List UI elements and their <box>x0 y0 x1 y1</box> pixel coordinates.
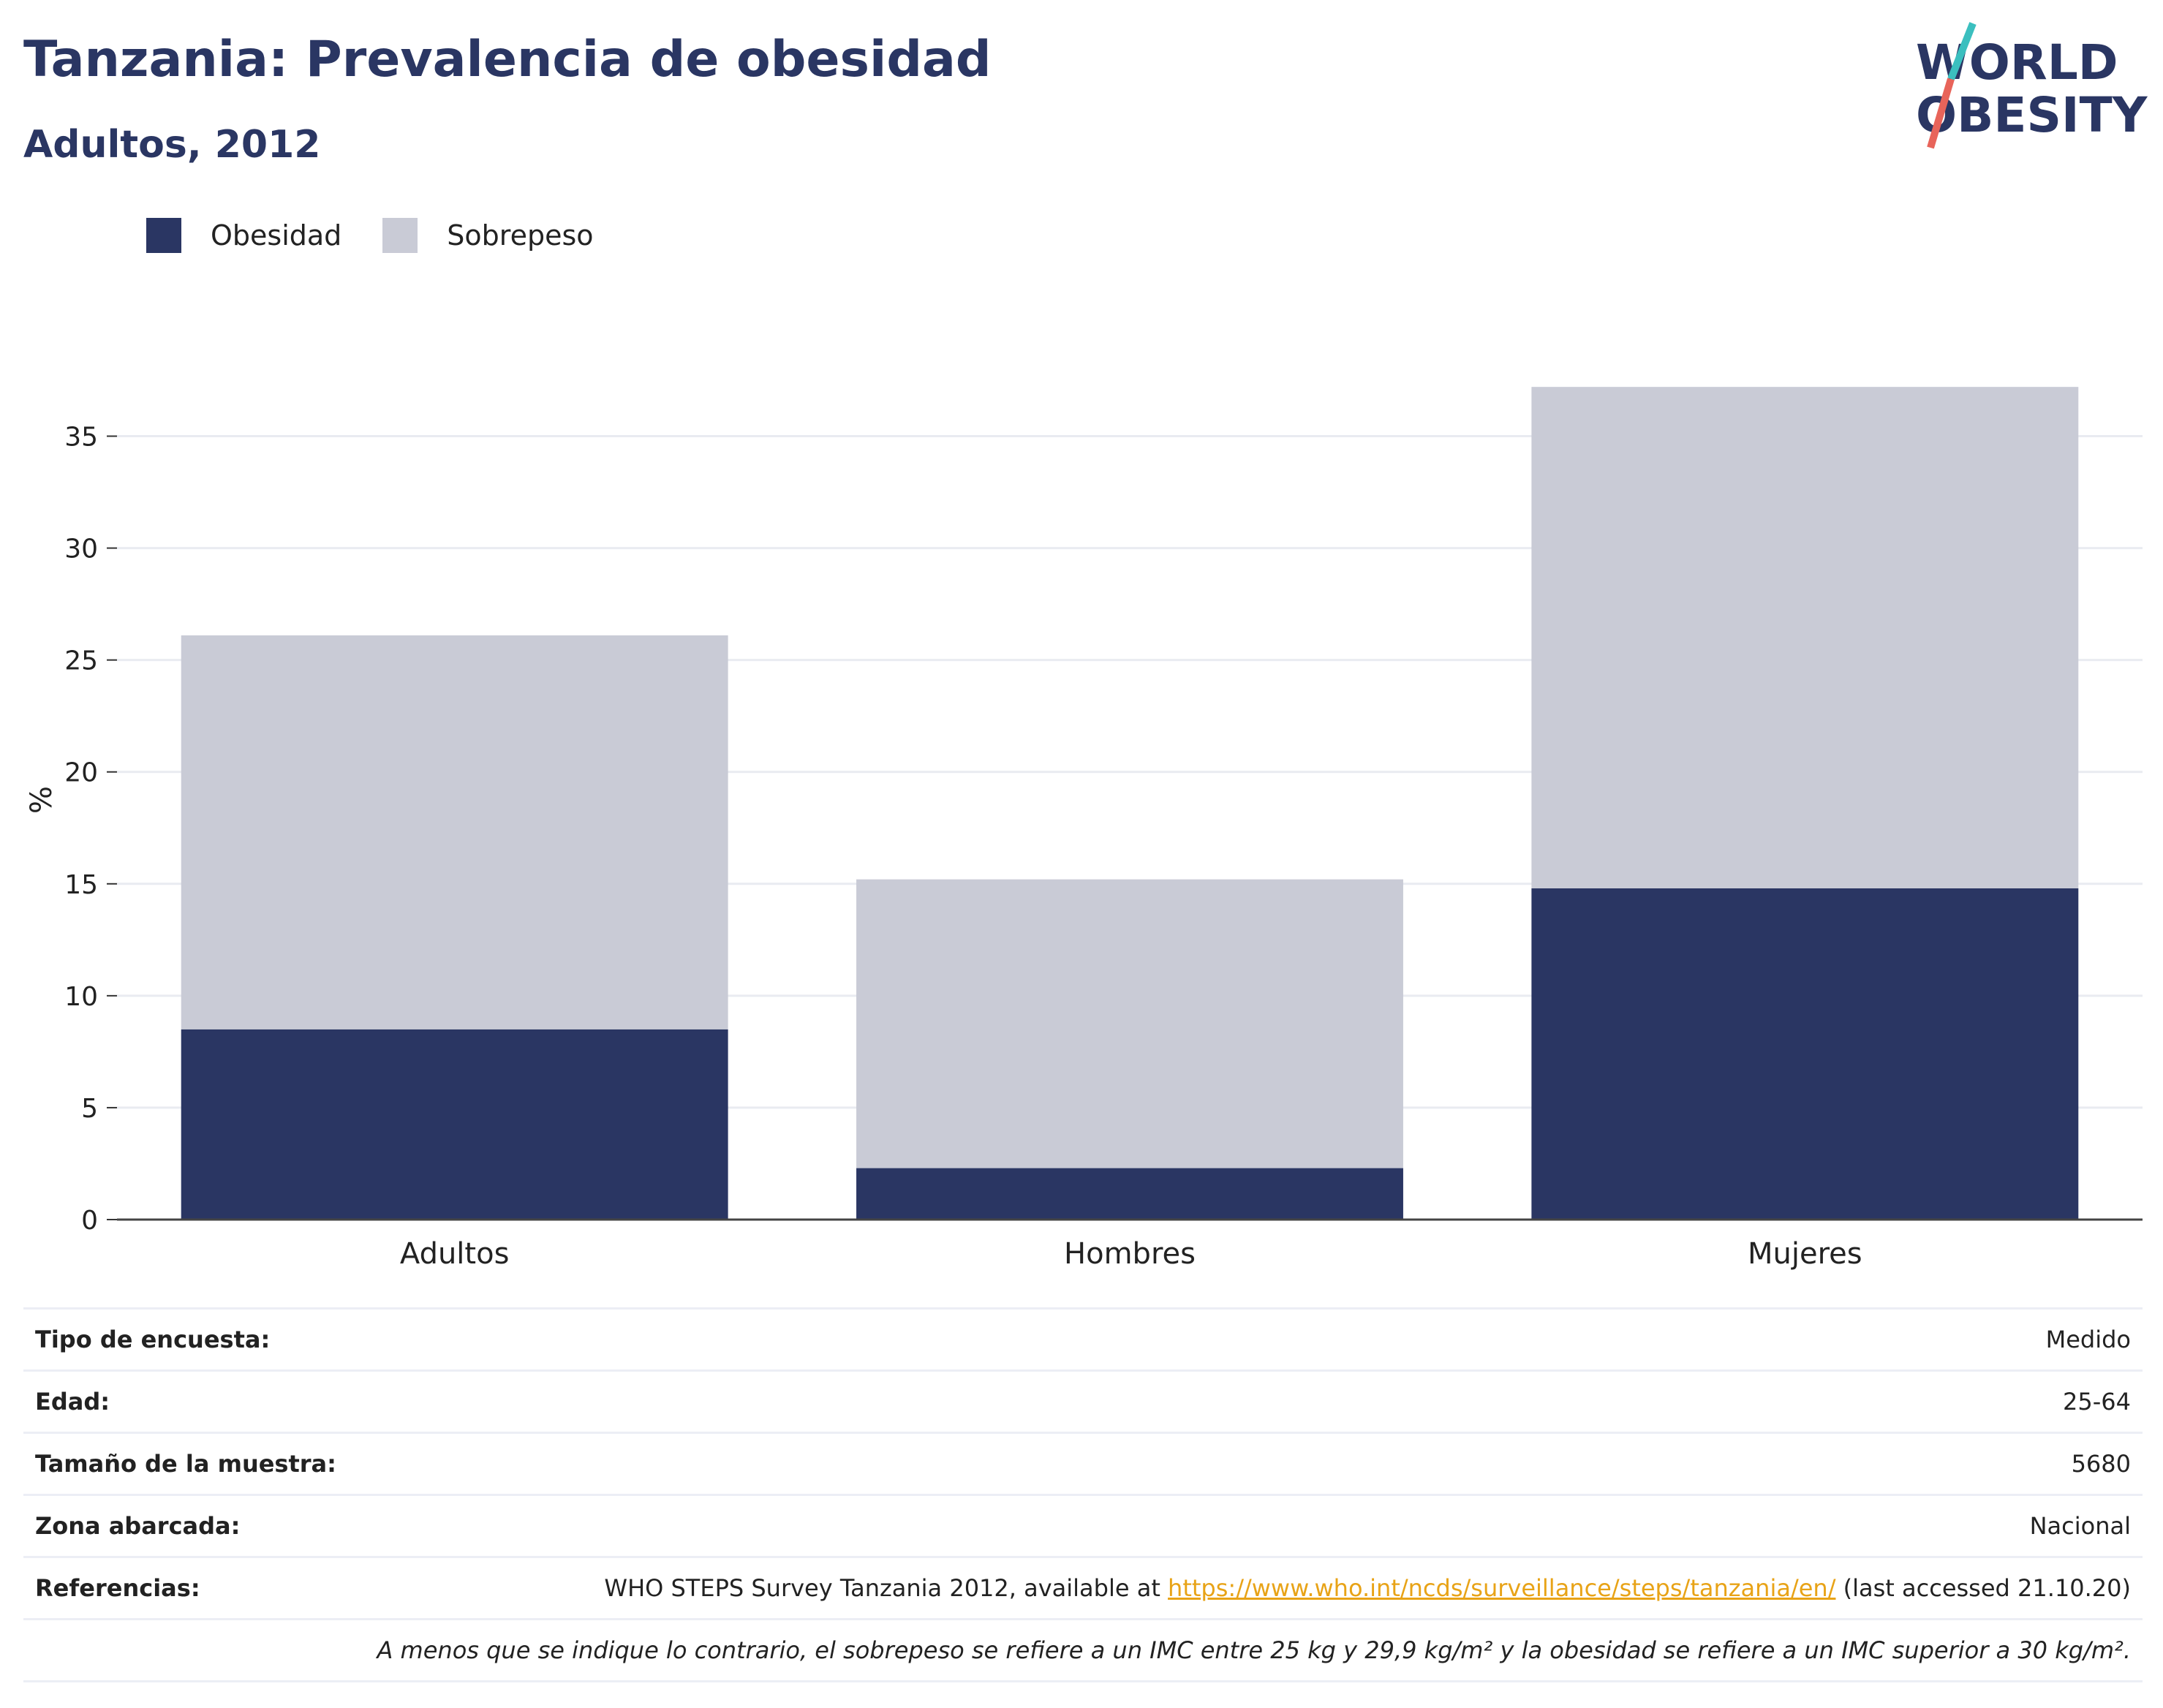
reference-link[interactable]: https://www.who.int/ncds/surveillance/st… <box>1168 1574 1836 1602</box>
bar-sobrepeso-mujeres <box>1531 387 2079 888</box>
legend-label-sobrepeso: Sobrepeso <box>447 219 594 252</box>
info-row-tipo: Tipo de encuesta: Medido <box>23 1307 2143 1369</box>
y-tick-label: 5 <box>81 1094 98 1124</box>
legend-item-obesidad[interactable]: Obesidad <box>146 218 341 253</box>
page-title: Tanzania: Prevalencia de obesidad <box>23 31 992 88</box>
y-axis-label: % <box>25 786 58 814</box>
y-tick-label: 30 <box>64 534 98 564</box>
x-tick-label: Hombres <box>1064 1237 1196 1271</box>
info-key: Edad: <box>35 1388 110 1416</box>
stacked-bar-chart: 0 5 10 15 20 25 30 35% Adultos Hombres Mujeres <box>25 387 2143 1271</box>
info-key: Tamaño de la muestra: <box>35 1450 336 1478</box>
y-tick-label: 15 <box>64 870 98 900</box>
reference-text: WHO STEPS Survey Tanzania 2012, availabl… <box>604 1574 1169 1602</box>
y-tick-label: 0 <box>81 1206 98 1236</box>
info-value: 25-64 <box>2063 1388 2131 1416</box>
y-tick-label: 25 <box>64 646 98 676</box>
bar-obesidad-mujeres <box>1531 888 2079 1220</box>
info-value: 5680 <box>2071 1450 2131 1478</box>
info-row-edad: Edad: 25-64 <box>23 1369 2143 1432</box>
info-value: WHO STEPS Survey Tanzania 2012, availabl… <box>604 1574 2131 1602</box>
legend-swatch-obesidad <box>146 218 181 253</box>
info-row-referencias: Referencias: WHO STEPS Survey Tanzania 2… <box>23 1556 2143 1618</box>
legend-label-obesidad: Obesidad <box>211 219 342 252</box>
page-subtitle: Adultos, 2012 <box>23 123 321 167</box>
definition-note: A menos que se indique lo contrario, el … <box>23 1618 2143 1682</box>
logo-slash-red <box>1927 78 1955 149</box>
logo-slash-teal <box>1947 22 1977 80</box>
y-tick-label: 10 <box>64 982 98 1012</box>
reference-accessed: (last accessed 21.10.20) <box>1835 1574 2131 1602</box>
info-key: Referencias: <box>35 1574 200 1602</box>
bar-obesidad-adultos <box>181 1029 728 1220</box>
logo-line2: OBESITY <box>1916 87 2148 143</box>
bar-sobrepeso-hombres <box>856 879 1403 1168</box>
bar-sobrepeso-adultos <box>181 635 728 1029</box>
survey-info-table: Tipo de encuesta: Medido Edad: 25-64 Tam… <box>23 1307 2143 1682</box>
chart-legend: Obesidad Sobrepeso <box>146 218 635 253</box>
y-tick-label: 20 <box>64 758 98 788</box>
world-obesity-logo: WORLD OBESITY <box>1916 22 2148 149</box>
info-key: Zona abarcada: <box>35 1512 241 1540</box>
info-value: Medido <box>2045 1326 2131 1353</box>
y-tick-label: 35 <box>64 423 98 453</box>
legend-swatch-sobrepeso <box>382 218 418 253</box>
legend-item-sobrepeso[interactable]: Sobrepeso <box>382 218 594 253</box>
info-row-zona: Zona abarcada: Nacional <box>23 1494 2143 1556</box>
info-row-muestra: Tamaño de la muestra: 5680 <box>23 1432 2143 1494</box>
x-tick-label: Mujeres <box>1748 1237 1862 1271</box>
x-tick-label: Adultos <box>400 1237 510 1271</box>
info-key: Tipo de encuesta: <box>35 1326 271 1353</box>
bar-obesidad-hombres <box>856 1168 1403 1220</box>
info-value: Nacional <box>2029 1512 2131 1540</box>
